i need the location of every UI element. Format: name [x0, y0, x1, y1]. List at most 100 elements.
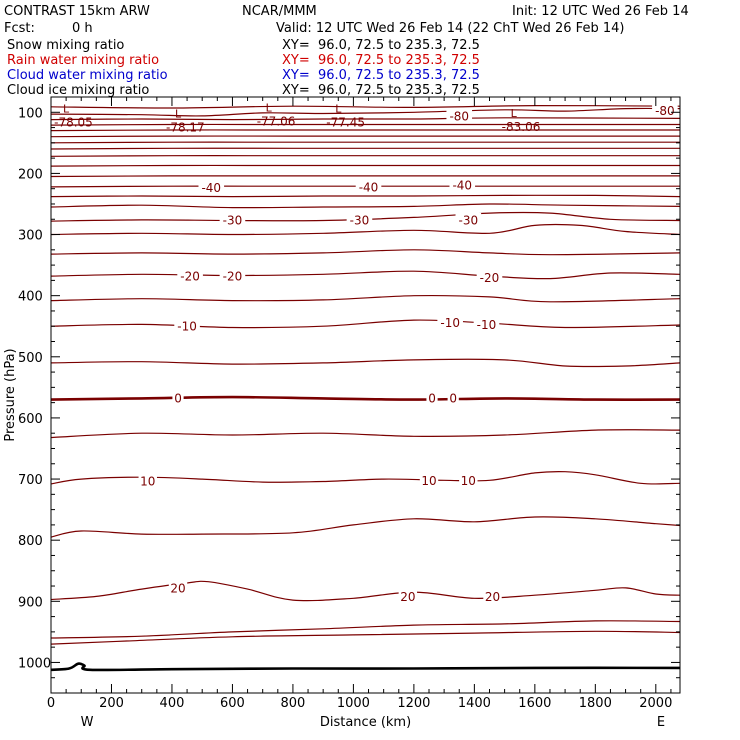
legend-xy-1: XY= 96.0, 72.5 to 235.3, 72.5: [282, 53, 480, 68]
contour-label-bg-12: [177, 269, 203, 283]
contour-label-bg-17: [455, 212, 482, 226]
valid-time: Valid: 12 UTC Wed 26 Feb 14 (22 ChT Wed …: [276, 21, 625, 36]
x-tick-label-9: 1800: [579, 696, 612, 711]
contour-line-27: [50, 104, 681, 109]
y-tick-label-9: 1000: [18, 656, 51, 671]
contour-line-14: [50, 203, 681, 209]
contour-line-24: [50, 123, 680, 126]
contour-label-18: -40: [201, 181, 221, 195]
contour-line-23: [50, 129, 680, 132]
contour-line-10: [50, 270, 681, 280]
extremum-value-0: -78.05: [54, 116, 93, 130]
extremum-value-1: -78.17: [166, 121, 205, 135]
contour-label-bg-13: [219, 269, 246, 283]
contour-line-19: [50, 155, 680, 157]
contour-label-bg-8: [447, 390, 459, 404]
contour-label-bg-3: [138, 473, 157, 487]
contour-label-13: -20: [223, 270, 243, 284]
contour-line-6: [50, 395, 681, 401]
extremum-mark-3: L: [335, 103, 342, 116]
contour-label-bg-18: [198, 180, 225, 194]
contour-label-5: 10: [461, 474, 476, 488]
contour-label-bg-10: [437, 315, 463, 329]
y-tick-label-0: 100: [18, 106, 43, 121]
contour-label-bg-14: [476, 270, 503, 284]
contour-label-bg-2: [483, 589, 502, 603]
extremum-mark-1: L: [175, 108, 182, 121]
y-tick-label-8: 900: [18, 595, 43, 610]
contour-line-2: [50, 580, 681, 602]
contour-label-7: 0: [428, 391, 436, 405]
contour-line-20: [50, 147, 680, 150]
contour-label-14: -20: [480, 271, 500, 285]
fcst-label: Fcst:: [4, 21, 35, 36]
extremum-mark-4: L: [511, 107, 518, 120]
y-axis-label: Pressure (hPa): [3, 348, 18, 441]
terrain-line: [50, 662, 681, 672]
y-tick-label-5: 600: [18, 412, 43, 427]
contour-label-12: -20: [180, 270, 200, 284]
x-tick-label-3: 600: [220, 696, 245, 711]
contour-label-bg-7: [426, 390, 438, 404]
west-label: W: [81, 715, 94, 730]
contour-label-1: 20: [400, 590, 415, 604]
contour-label-bg-4: [419, 473, 439, 487]
x-tick-label-4: 800: [281, 696, 306, 711]
contour-line-5: [50, 429, 681, 439]
contour-line-7: [50, 358, 681, 368]
contour-label-20: -40: [452, 179, 472, 193]
contour-label-21: -80: [449, 109, 469, 123]
contour-line-13: [50, 211, 681, 222]
contour-label-0: 20: [170, 581, 185, 595]
x-tick-label-2: 400: [160, 696, 185, 711]
y-tick-label-7: 800: [18, 534, 43, 549]
contour-line-0: [50, 620, 681, 639]
y-tick-label-6: 700: [18, 473, 43, 488]
contour-label-15: -30: [223, 213, 243, 227]
contour-label-3: 10: [140, 474, 155, 488]
contour-label-16: -30: [350, 213, 370, 227]
contour-label-6: 0: [174, 391, 182, 405]
contour-label-8: 0: [449, 391, 457, 405]
contour-line-21: [50, 141, 680, 144]
contour-label-2: 20: [485, 590, 500, 604]
extremum-value-3: -77.45: [326, 116, 365, 130]
contour-line-26: [50, 107, 681, 117]
contour-line-12: [50, 223, 681, 236]
contour-label-4: 10: [421, 474, 436, 488]
model-title: CONTRAST 15km ARW: [4, 4, 150, 19]
contour-line-9: [50, 294, 681, 303]
extremum-mark-0: L: [63, 103, 70, 116]
legend-name-3: Cloud ice mixing ratio: [7, 83, 150, 98]
legend-name-2: Cloud water mixing ratio: [7, 68, 168, 83]
legend-xy-0: XY= 96.0, 72.5 to 235.3, 72.5: [282, 38, 480, 53]
y-tick-label-3: 400: [18, 290, 43, 305]
contour-line-3: [50, 516, 681, 538]
contour-label-bg-6: [172, 390, 184, 404]
contour-label-17: -30: [459, 213, 479, 227]
contour-label-bg-19: [355, 179, 382, 193]
x-tick-label-5: 1000: [337, 696, 370, 711]
x-tick-label-8: 1600: [518, 696, 551, 711]
contour-label-10: -10: [440, 316, 460, 330]
legend-name-1: Rain water mixing ratio: [7, 53, 160, 68]
contour-label-bg-21: [446, 108, 473, 122]
contour-label-22: -80: [655, 104, 675, 118]
contour-line-15: [50, 194, 681, 198]
plot-frame: [50, 96, 681, 694]
x-tick-label-6: 1200: [397, 696, 430, 711]
contour-label-bg-15: [219, 212, 246, 226]
contour-line-17: [50, 175, 680, 178]
y-tick-label-1: 200: [18, 167, 43, 182]
contour-label-11: -10: [477, 318, 497, 332]
x-tick-label-0: 0: [47, 696, 55, 711]
extremum-mark-2: L: [266, 102, 273, 115]
east-label: E: [657, 715, 665, 730]
fcst-value: 0 h: [72, 21, 93, 36]
x-axis-label: Distance (km): [320, 715, 411, 730]
contour-label-bg-1: [398, 589, 418, 603]
legend-xy-2: XY= 96.0, 72.5 to 235.3, 72.5: [282, 68, 480, 83]
contour-label-bg-22: [652, 103, 678, 117]
contour-label-bg-11: [473, 317, 500, 331]
